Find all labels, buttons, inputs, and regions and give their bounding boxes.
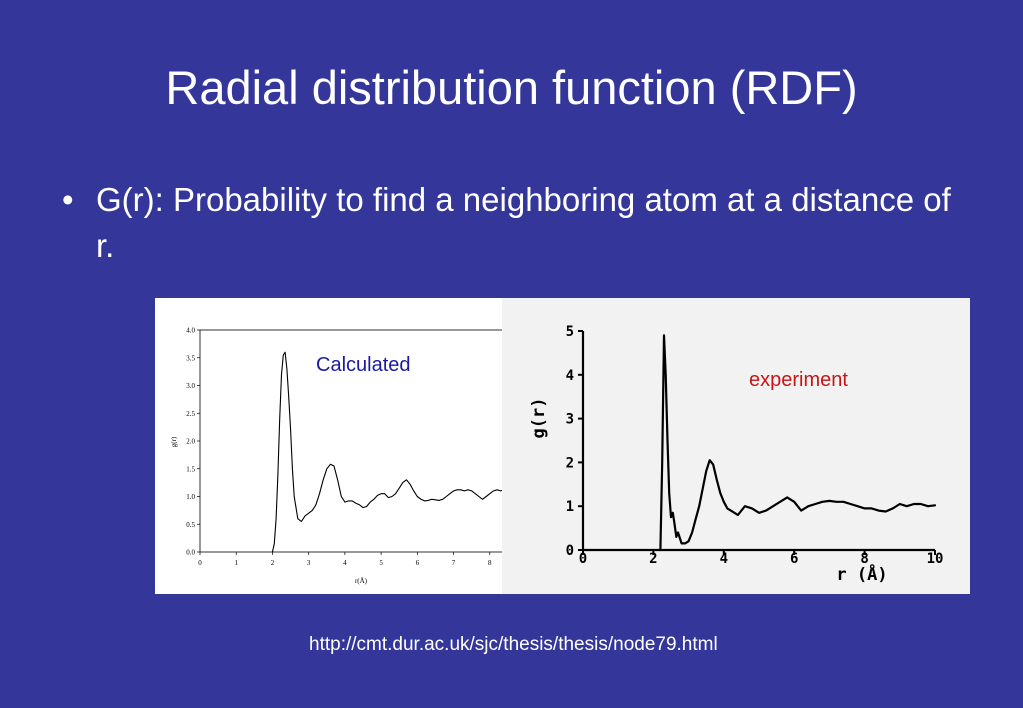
- x-tick-label: 5: [379, 559, 383, 567]
- bullet-text: G(r): Probability to find a neighboring …: [96, 181, 951, 264]
- chart-annotation: Calculated: [316, 354, 411, 376]
- x-tick-label: 7: [452, 559, 456, 567]
- y-tick-label: 4.0: [186, 327, 195, 335]
- x-tick-label: 2: [271, 559, 275, 567]
- bullet-marker: •: [62, 181, 74, 218]
- slide-title: Radial distribution function (RDF): [165, 61, 858, 114]
- x-tick-label: 6: [790, 551, 798, 567]
- x-tick-label: 0: [198, 559, 202, 567]
- y-tick-label: 2: [566, 455, 574, 471]
- y-tick-label: 0.5: [186, 521, 195, 529]
- y-axis-title: g(r): [529, 398, 549, 439]
- y-tick-label: 5: [566, 324, 574, 340]
- rdf-curve: [271, 351, 509, 553]
- x-tick-label: 2: [649, 551, 657, 567]
- experiment-rdf-svg: 0 2 4 6 8 10 0 1 2 3 4 5 r (Å) g(r) experiment: [529, 324, 944, 585]
- bullet-list: • G(r): Probability to find a neighborin…: [58, 177, 958, 269]
- y-tick-label: 4: [566, 368, 574, 384]
- x-tick-label: 1: [234, 559, 238, 567]
- x-axis-title: r(Å): [355, 577, 368, 585]
- y-axis-title: g(r): [170, 436, 178, 447]
- x-tick-label: 4: [720, 551, 728, 567]
- x-tick-label: 8: [860, 551, 868, 567]
- x-tick-label: 4: [343, 559, 347, 567]
- y-tick-label: 1.0: [186, 493, 195, 501]
- calculated-rdf-svg: 01234567890.00.51.01.52.02.53.03.54.0r(Å…: [170, 327, 528, 586]
- y-tick-label: 1.5: [186, 465, 195, 473]
- y-tick-label: 0.0: [186, 549, 195, 557]
- bullet-item: • G(r): Probability to find a neighborin…: [58, 177, 958, 269]
- x-tick-label: 8: [488, 559, 492, 567]
- y-tick-label: 3.0: [186, 382, 195, 390]
- y-tick-label: 3: [566, 412, 574, 428]
- y-tick-label: 2.5: [186, 410, 195, 418]
- calculated-rdf-chart: 01234567890.00.51.01.52.02.53.03.54.0r(Å…: [155, 298, 533, 594]
- y-tick-label: 2.0: [186, 438, 195, 446]
- y-tick-label: 0: [566, 543, 574, 559]
- x-tick-label: 6: [416, 559, 420, 567]
- chart-annotation: experiment: [749, 369, 848, 391]
- y-tick-label: 3.5: [186, 354, 195, 362]
- x-axis-title: r (Å): [836, 562, 887, 585]
- y-tick-label: 1: [566, 499, 574, 515]
- rdf-curve: [659, 334, 937, 552]
- source-link[interactable]: http://cmt.dur.ac.uk/sjc/thesis/thesis/n…: [309, 634, 718, 655]
- x-tick-label: 3: [307, 559, 311, 567]
- x-tick-label: 10: [927, 551, 944, 567]
- experiment-rdf-chart: 0 2 4 6 8 10 0 1 2 3 4 5 r (Å) g(r) experiment: [502, 298, 970, 594]
- x-tick-label: 0: [579, 551, 587, 567]
